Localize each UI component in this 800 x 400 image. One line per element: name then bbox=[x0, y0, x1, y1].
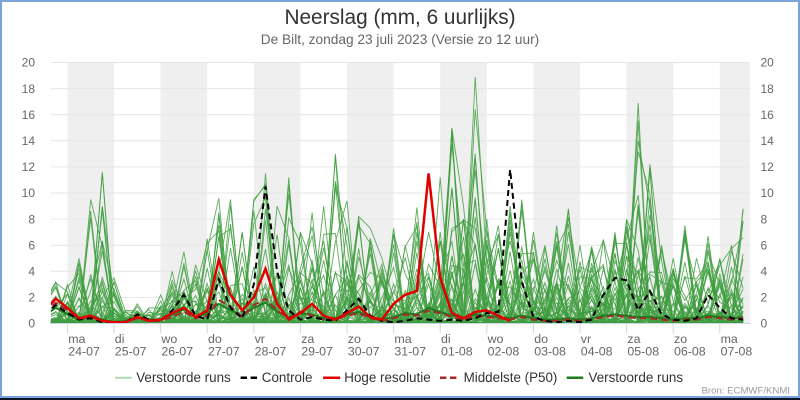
svg-text:07-08: 07-08 bbox=[721, 345, 753, 359]
svg-text:4: 4 bbox=[761, 265, 768, 279]
svg-text:20: 20 bbox=[761, 56, 775, 70]
svg-text:14: 14 bbox=[22, 134, 36, 148]
svg-text:2: 2 bbox=[28, 291, 35, 305]
svg-text:26-07: 26-07 bbox=[161, 345, 193, 359]
svg-text:4: 4 bbox=[28, 265, 35, 279]
svg-text:04-08: 04-08 bbox=[581, 345, 613, 359]
svg-text:ma: ma bbox=[68, 332, 85, 346]
svg-text:do: do bbox=[208, 332, 222, 346]
svg-text:6: 6 bbox=[28, 238, 35, 252]
svg-text:Middelste (P50): Middelste (P50) bbox=[464, 370, 558, 385]
svg-text:di: di bbox=[115, 332, 125, 346]
svg-text:8: 8 bbox=[761, 212, 768, 226]
svg-text:di: di bbox=[441, 332, 451, 346]
svg-text:25-07: 25-07 bbox=[115, 345, 147, 359]
svg-text:8: 8 bbox=[28, 212, 35, 226]
svg-text:Neerslag (mm, 6 uurlijks): Neerslag (mm, 6 uurlijks) bbox=[284, 6, 515, 29]
svg-text:do: do bbox=[534, 332, 548, 346]
svg-text:ma: ma bbox=[721, 332, 738, 346]
svg-text:10: 10 bbox=[761, 186, 775, 200]
svg-text:10: 10 bbox=[22, 186, 36, 200]
svg-text:za: za bbox=[301, 332, 314, 346]
svg-text:Hoge resolutie: Hoge resolutie bbox=[344, 370, 430, 385]
svg-text:De Bilt, zondag 23 juli 2023 (: De Bilt, zondag 23 juli 2023 (Versie zo … bbox=[261, 32, 539, 47]
svg-text:06-08: 06-08 bbox=[674, 345, 706, 359]
svg-text:05-08: 05-08 bbox=[627, 345, 659, 359]
svg-text:Verstoorde runs: Verstoorde runs bbox=[589, 370, 684, 385]
svg-text:30-07: 30-07 bbox=[348, 345, 380, 359]
svg-text:28-07: 28-07 bbox=[255, 345, 287, 359]
svg-text:14: 14 bbox=[761, 134, 775, 148]
svg-text:wo: wo bbox=[160, 332, 177, 346]
svg-text:ma: ma bbox=[394, 332, 411, 346]
svg-text:2: 2 bbox=[761, 291, 768, 305]
svg-text:zo: zo bbox=[348, 332, 361, 346]
svg-text:03-08: 03-08 bbox=[534, 345, 566, 359]
svg-text:18: 18 bbox=[761, 82, 775, 96]
svg-text:vr: vr bbox=[581, 332, 591, 346]
svg-text:wo: wo bbox=[487, 332, 504, 346]
svg-text:24-07: 24-07 bbox=[68, 345, 100, 359]
svg-text:0: 0 bbox=[28, 317, 35, 331]
svg-text:27-07: 27-07 bbox=[208, 345, 240, 359]
svg-text:12: 12 bbox=[22, 160, 36, 174]
svg-text:vr: vr bbox=[255, 332, 265, 346]
svg-text:za: za bbox=[627, 332, 640, 346]
svg-text:12: 12 bbox=[761, 160, 775, 174]
svg-text:0: 0 bbox=[761, 317, 768, 331]
svg-text:zo: zo bbox=[674, 332, 687, 346]
svg-text:6: 6 bbox=[761, 238, 768, 252]
svg-text:16: 16 bbox=[22, 108, 36, 122]
svg-text:18: 18 bbox=[22, 82, 36, 96]
svg-text:01-08: 01-08 bbox=[441, 345, 473, 359]
svg-text:02-08: 02-08 bbox=[488, 345, 520, 359]
svg-text:Verstoorde runs: Verstoorde runs bbox=[136, 370, 231, 385]
svg-text:Controle: Controle bbox=[262, 370, 313, 385]
svg-text:20: 20 bbox=[22, 56, 36, 70]
svg-text:16: 16 bbox=[761, 108, 775, 122]
svg-text:31-07: 31-07 bbox=[394, 345, 426, 359]
svg-text:29-07: 29-07 bbox=[301, 345, 333, 359]
svg-text:Bron: ECMWF/KNMI: Bron: ECMWF/KNMI bbox=[702, 386, 790, 397]
